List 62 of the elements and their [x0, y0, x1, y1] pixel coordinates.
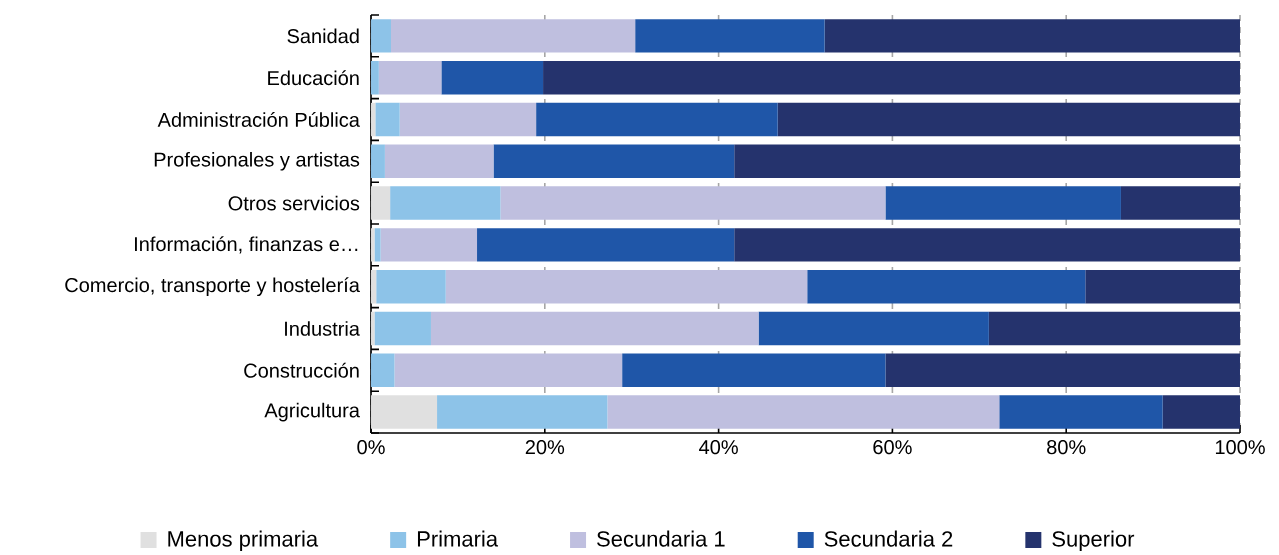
y-tick-label: Administración Pública	[157, 112, 360, 127]
x-tick-label: 60%	[873, 440, 912, 455]
bar	[384, 144, 494, 179]
y-tick-label: Sanidad	[287, 28, 359, 44]
bar	[885, 353, 1240, 388]
legend-label: Superior	[1052, 530, 1135, 552]
bar	[371, 186, 391, 220]
bar	[394, 353, 623, 388]
bar	[607, 395, 1000, 429]
bar	[390, 186, 501, 220]
y-tick-label: Profesionales y artistas	[154, 151, 360, 171]
bar	[441, 60, 544, 95]
x-tick-label: 100%	[1215, 440, 1265, 455]
bar	[375, 102, 400, 137]
bar	[500, 186, 886, 220]
y-tick-label: Otros servicios	[228, 195, 360, 211]
bar	[999, 395, 1163, 429]
x-tick-label: 0%	[357, 440, 385, 455]
legend-label: Menos primaria	[168, 530, 319, 552]
y-tick-label: Comercio, transporte y hostelería	[65, 277, 360, 297]
legend-label: Secundaria 2	[824, 530, 953, 547]
bar	[807, 269, 1086, 304]
x-tick-label: 20%	[525, 440, 565, 455]
y-tick-label: Construcción	[244, 362, 359, 378]
bar	[477, 228, 735, 262]
bar	[430, 311, 759, 346]
y-tick-label: Educación	[268, 70, 359, 86]
x-tick-label: 80%	[1047, 440, 1086, 455]
bar	[758, 311, 989, 346]
bar	[493, 144, 735, 179]
bar	[1120, 186, 1240, 220]
bar	[371, 353, 395, 388]
bar	[988, 311, 1240, 346]
bar	[543, 60, 1240, 95]
bar	[374, 228, 381, 262]
bar	[734, 228, 1240, 262]
bar	[399, 102, 537, 137]
bar	[380, 228, 478, 262]
bar	[437, 395, 608, 429]
bar	[536, 102, 778, 137]
bar	[371, 144, 385, 179]
bar	[371, 19, 391, 53]
y-tick-label: Industria	[285, 321, 360, 336]
bar	[445, 269, 808, 304]
bar	[390, 19, 636, 53]
bar	[371, 395, 438, 429]
bar	[777, 102, 1240, 137]
bar	[376, 269, 446, 304]
bar	[1085, 269, 1240, 304]
bar	[635, 19, 825, 53]
bar	[885, 186, 1121, 220]
bar	[378, 60, 442, 95]
x-tick-label: 40%	[699, 440, 738, 455]
bar	[622, 353, 886, 388]
y-tick-label: Información, finanzas e…	[135, 236, 358, 254]
legend-label: Primaria	[417, 530, 499, 547]
bar	[734, 144, 1240, 179]
y-tick-label: Agricultura	[264, 402, 360, 422]
bar	[1162, 395, 1240, 429]
bar	[824, 19, 1240, 53]
legend-label: Secundaria 1	[597, 530, 725, 547]
bar	[374, 311, 431, 346]
